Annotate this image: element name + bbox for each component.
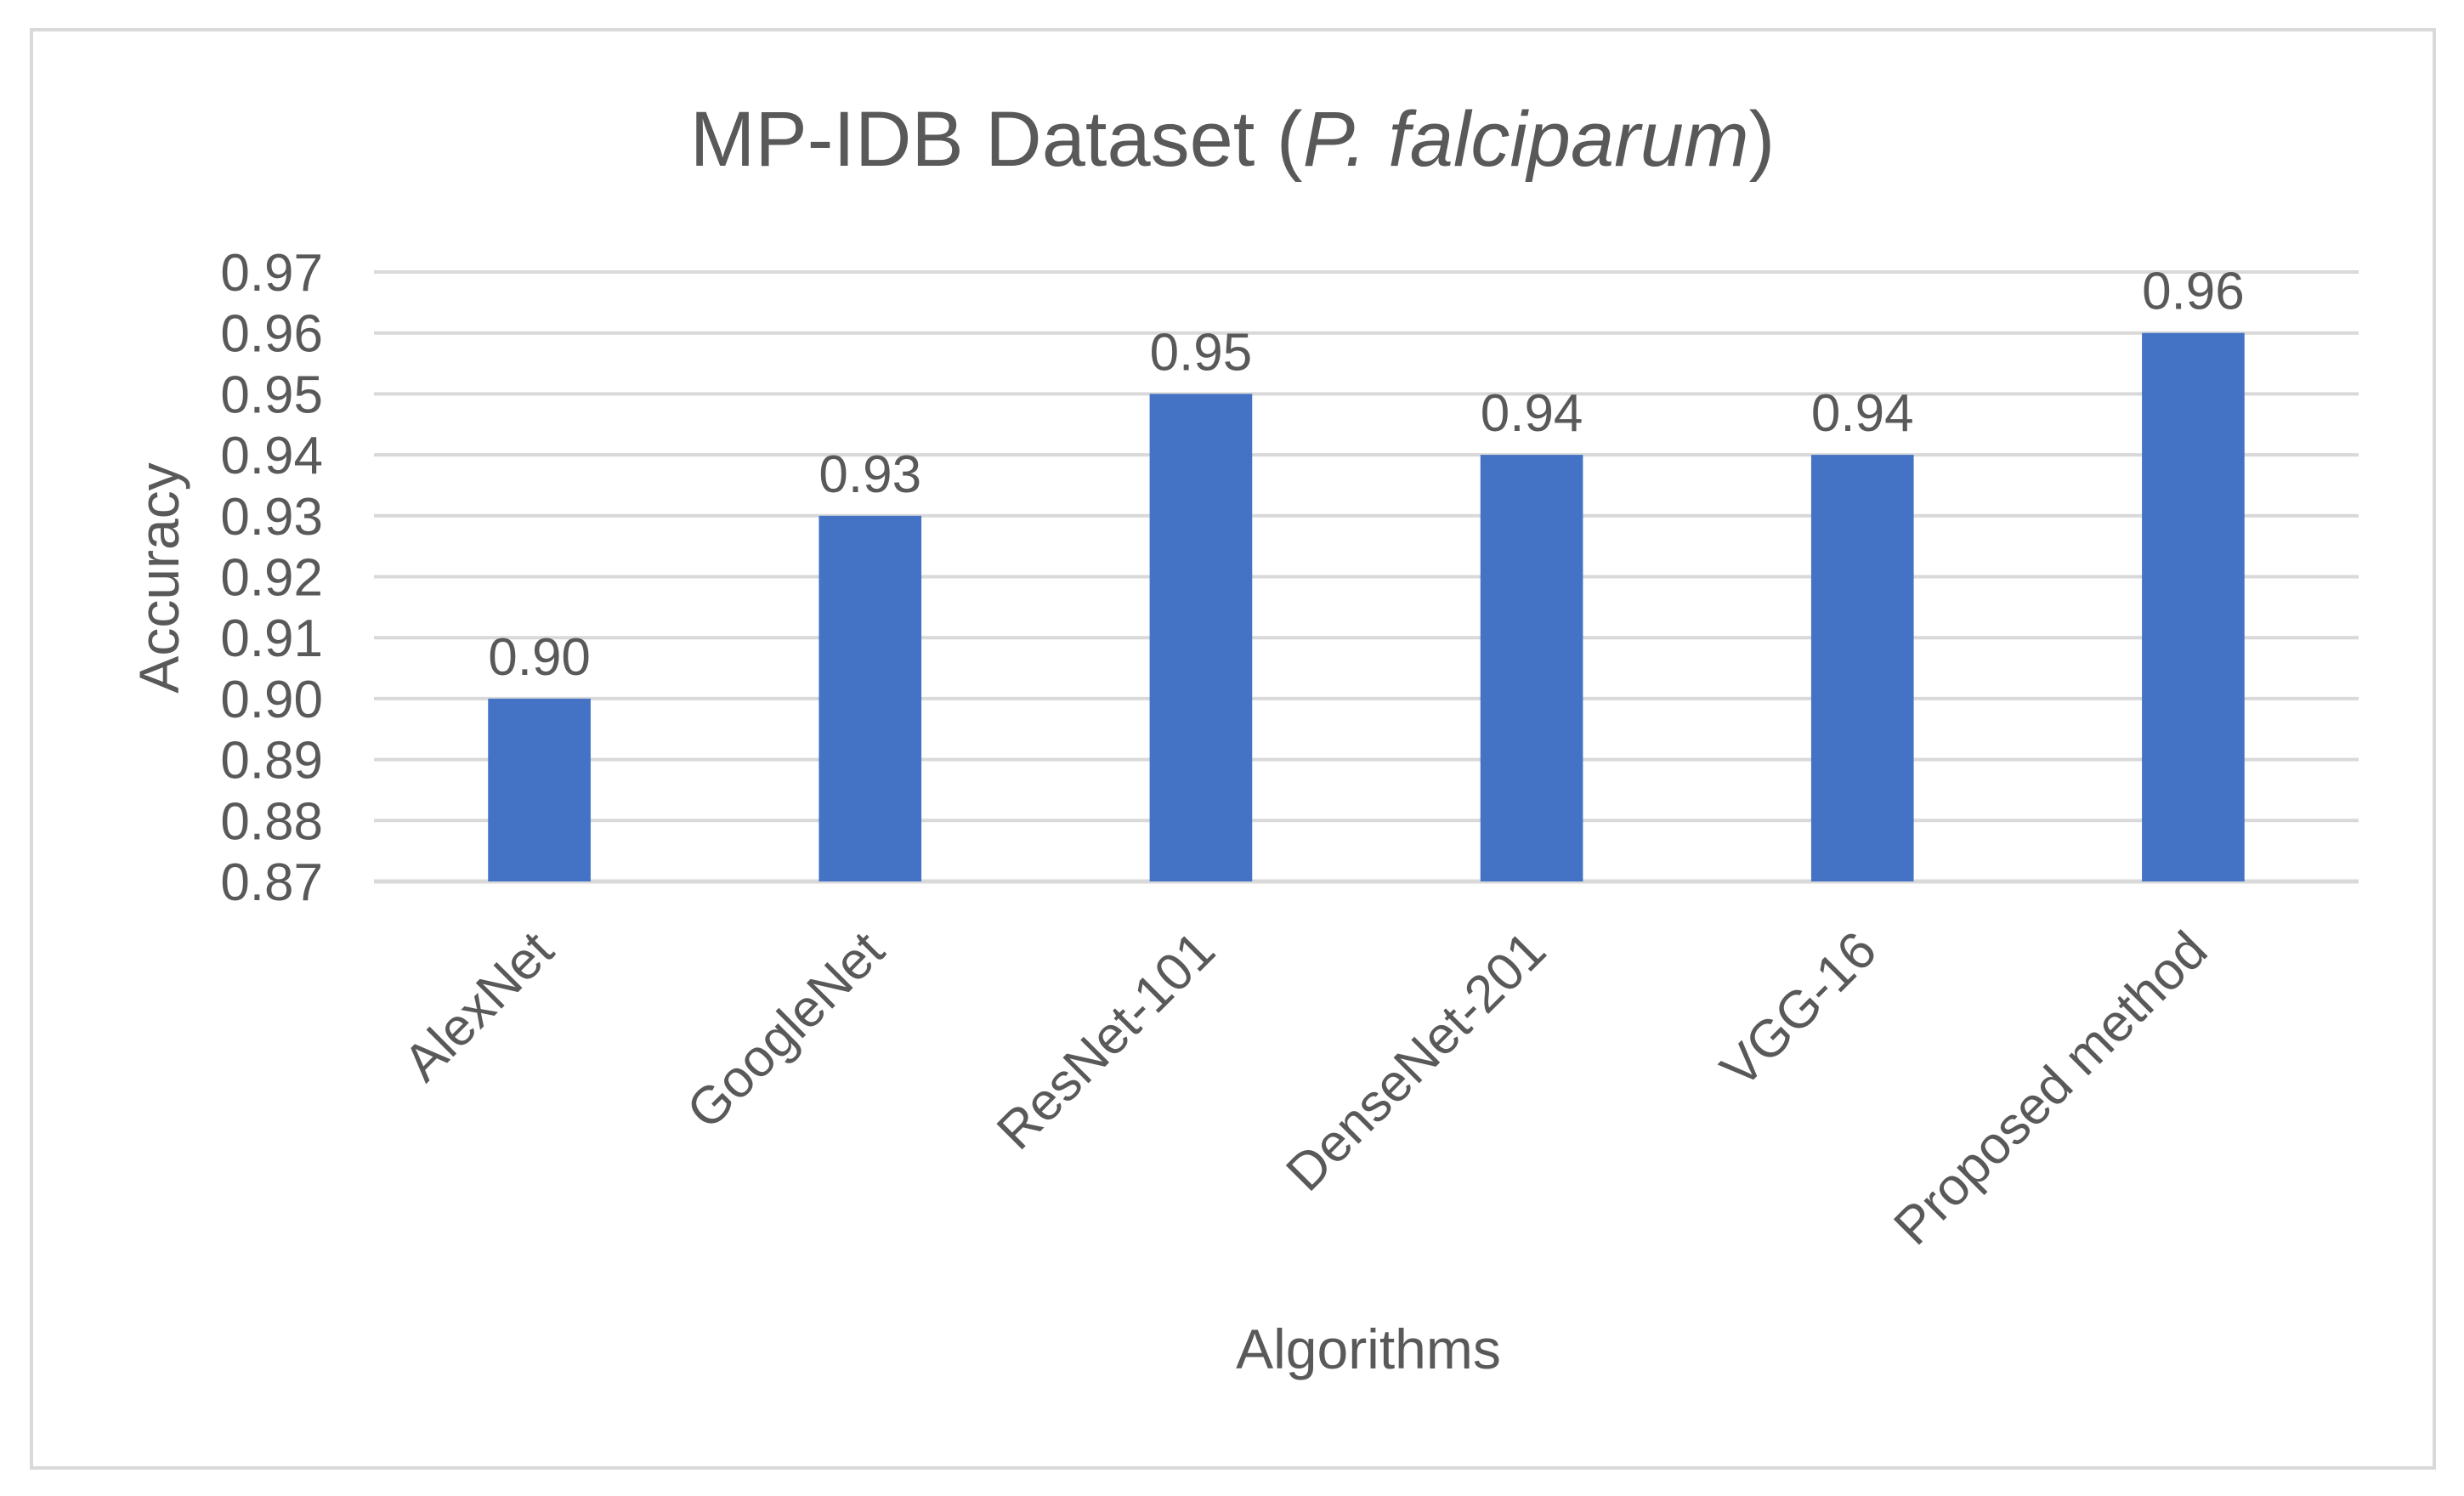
- gridlines: [374, 270, 2359, 884]
- bar-value-label: 0.94: [1481, 384, 1583, 443]
- x-axis-title: Algorithms: [1236, 1318, 1501, 1380]
- y-tick-label: 0.95: [220, 366, 323, 424]
- y-tick-label: 0.88: [220, 792, 323, 851]
- bar: [1480, 455, 1583, 881]
- bar: [1810, 455, 1914, 881]
- bar-value-label: 0.94: [1811, 384, 1914, 443]
- y-tick-label: 0.96: [220, 305, 323, 364]
- bar-value-label: 0.96: [2142, 263, 2245, 321]
- chart-title-part: P. falciparum: [1303, 96, 1749, 183]
- y-axis-tick-labels: 0.870.880.890.900.910.920.930.940.950.96…: [220, 244, 323, 912]
- data-labels: 0.90 0.93 0.95 0.94 0.94 0.96: [488, 263, 2245, 687]
- y-tick-label: 0.93: [220, 488, 323, 547]
- bar-value-label: 0.95: [1150, 323, 1253, 382]
- bar: [488, 698, 591, 881]
- chart-title-part: ): [1749, 96, 1776, 183]
- bar-value-label: 0.93: [819, 445, 921, 504]
- chart-title: MP-IDB Dataset (P. falciparum): [690, 96, 1775, 183]
- y-tick-label: 0.92: [220, 549, 323, 608]
- y-tick-label: 0.94: [220, 427, 323, 485]
- y-axis-title: Accuracy: [127, 462, 190, 693]
- bar: [1149, 394, 1253, 881]
- bar: [2142, 332, 2245, 881]
- y-tick-label: 0.90: [220, 671, 323, 729]
- bar-value-label: 0.90: [488, 628, 591, 687]
- y-tick-label: 0.97: [220, 244, 323, 303]
- chart-title-part: MP-IDB Dataset (: [690, 96, 1303, 183]
- bars: [488, 332, 2245, 881]
- bar: [819, 515, 922, 881]
- y-tick-label: 0.87: [220, 853, 323, 912]
- y-tick-label: 0.89: [220, 732, 323, 790]
- y-tick-label: 0.91: [220, 609, 323, 668]
